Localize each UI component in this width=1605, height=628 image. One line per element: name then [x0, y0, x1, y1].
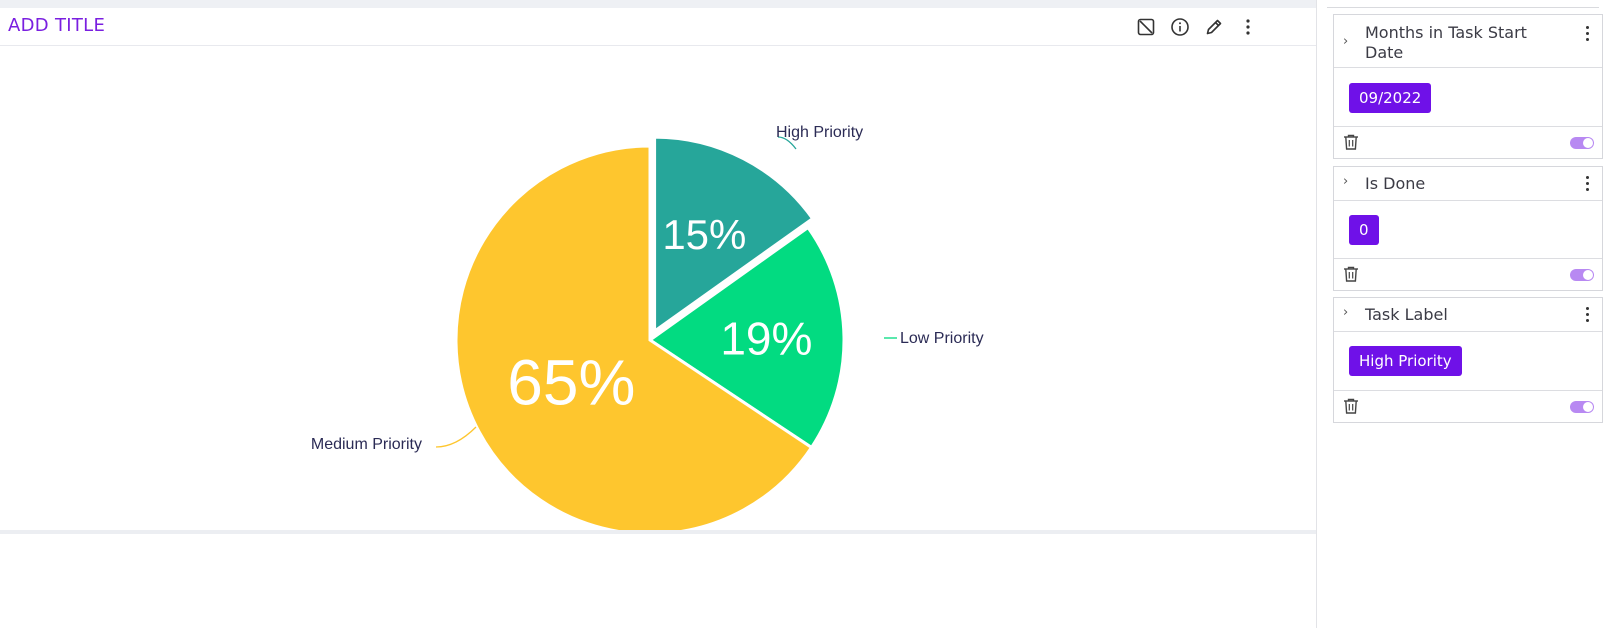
more-vert-icon[interactable]	[1586, 176, 1590, 194]
dashboard-main: ADD TITLE 15% High Priority 19% Low Priorit…	[0, 0, 1316, 534]
filters-panel: › Months in Task Start Date 09/2022 › Is…	[1316, 0, 1605, 628]
filter-card-header: › Task Label	[1334, 298, 1602, 332]
panel-top-divider	[1327, 7, 1599, 8]
pie-slice-category-label: High Priority	[776, 124, 863, 141]
pie-slice-low-priority[interactable]	[647, 225, 846, 450]
pie-slice-category-label: Low Priority	[900, 330, 984, 347]
pie-slice-percent-label: 15%	[662, 211, 746, 258]
filter-card-header: › Is Done	[1334, 167, 1602, 201]
trash-icon[interactable]	[1342, 265, 1360, 283]
filter-enabled-toggle[interactable]	[1570, 269, 1594, 281]
widget-header: ADD TITLE	[0, 8, 1316, 46]
filter-enabled-toggle[interactable]	[1570, 401, 1594, 413]
pie-chart: 15% High Priority 19% Low Priority 65% Medium…	[0, 46, 1316, 530]
edit-pencil-icon[interactable]	[1204, 17, 1224, 37]
filter-enabled-toggle[interactable]	[1570, 137, 1594, 149]
pie-chart-svg: 15% High Priority 19% Low Priority 65% Medium…	[311, 124, 984, 530]
filter-title: Task Label	[1365, 305, 1448, 324]
pie-slice-percent-label: 65%	[507, 347, 635, 419]
resize-icon[interactable]	[1136, 17, 1156, 37]
filter-card-footer	[1334, 259, 1602, 290]
more-vert-icon[interactable]	[1586, 26, 1590, 44]
filter-card-body: High Priority	[1334, 332, 1602, 391]
filter-card-is-done: › Is Done 0	[1333, 166, 1603, 291]
filter-card-months: › Months in Task Start Date 09/2022	[1333, 14, 1603, 159]
pie-slice-high-priority[interactable]	[653, 135, 815, 335]
filter-value-chip[interactable]: High Priority	[1349, 346, 1462, 376]
more-vert-icon[interactable]	[1586, 307, 1590, 325]
filter-card-task-label: › Task Label High Priority	[1333, 297, 1603, 423]
pie-slice-category-label: Medium Priority	[311, 436, 422, 453]
widget-title[interactable]: ADD TITLE	[8, 15, 106, 36]
filter-card-footer	[1334, 391, 1602, 422]
pie-label-connector	[777, 136, 797, 150]
filter-card-header: › Months in Task Start Date	[1334, 15, 1602, 68]
pie-slice-medium-priority[interactable]	[454, 144, 814, 530]
filter-value-chip[interactable]: 09/2022	[1349, 83, 1432, 113]
pie-slice-percent-label: 19%	[720, 312, 812, 364]
trash-icon[interactable]	[1342, 133, 1360, 151]
filter-card-footer	[1334, 127, 1602, 158]
filter-value-chip[interactable]: 0	[1349, 215, 1379, 245]
trash-icon[interactable]	[1342, 397, 1360, 415]
filter-title: Is Done	[1365, 174, 1426, 193]
top-divider	[0, 0, 1316, 8]
more-vert-icon[interactable]	[1238, 17, 1258, 37]
filter-card-body: 0	[1334, 201, 1602, 259]
filter-title: Months in Task Start Date	[1365, 23, 1527, 62]
pie-label-connector	[435, 426, 477, 448]
chevron-right-icon[interactable]: ›	[1343, 34, 1349, 49]
info-icon[interactable]	[1170, 17, 1190, 37]
chevron-right-icon[interactable]: ›	[1343, 305, 1349, 320]
filter-card-body: 09/2022	[1334, 68, 1602, 127]
chevron-right-icon[interactable]: ›	[1343, 174, 1349, 189]
bottom-divider	[0, 530, 1316, 534]
